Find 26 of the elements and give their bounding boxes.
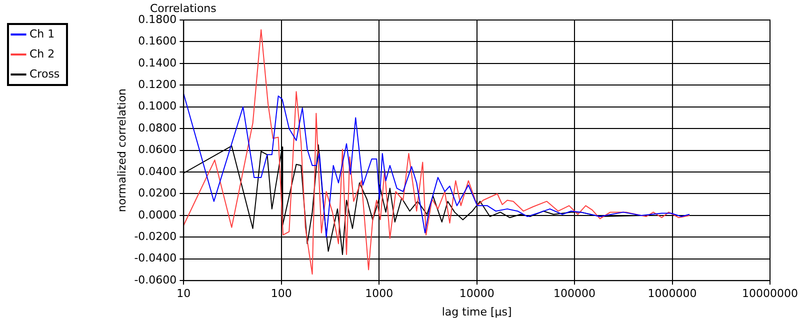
y-tick-label: 0.1600 [138,34,177,48]
y-tick-label: 0.0800 [138,121,177,134]
x-axis-title: lag time [µs] [442,305,512,318]
y-tick-label: 0.0600 [138,143,177,156]
legend-label: Cross [30,67,60,80]
y-tick-label: 0.0000 [138,208,177,222]
y-tick-label: 0.1400 [138,56,177,70]
legend-label: Ch 2 [30,47,55,60]
x-tick-label: 10000000 [742,287,798,300]
y-tick-label: 0.1800 [138,12,177,26]
x-tick-label: 10 [176,287,191,300]
y-tick-label: 0.1000 [138,100,177,113]
y-axis-title: normalized correlation [115,88,128,212]
y-tick-label: 0.0200 [138,186,177,200]
x-tick-label: 1000 [365,287,394,300]
chart-title: Correlations [150,2,216,15]
x-tick-label: 10000 [459,287,494,300]
y-tick-label: 0.1200 [138,78,177,92]
y-tick-label: -0.0200 [134,230,177,244]
x-tick-label: 100000 [554,287,596,300]
legend-label: Ch 1 [30,27,55,40]
x-tick-label: 1000000 [648,287,697,300]
x-tick-label: 100 [270,287,292,300]
y-tick-label: -0.0600 [134,273,177,286]
y-tick-label: 0.0400 [138,164,177,178]
y-tick-label: -0.0400 [134,252,177,265]
